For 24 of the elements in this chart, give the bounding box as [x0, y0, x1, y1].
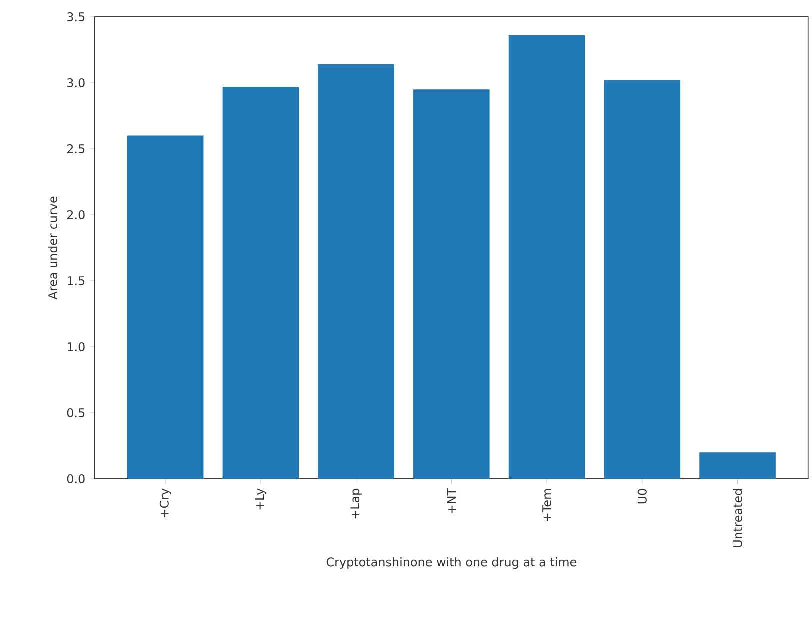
y-tick-label: 1.5 — [68, 276, 85, 286]
bar — [700, 452, 776, 479]
y-tick-label: 2.0 — [68, 210, 85, 220]
bar — [604, 80, 681, 479]
x-tick-label: +Ly — [255, 488, 267, 510]
x-tick-label: +Cry — [160, 488, 172, 518]
bar — [127, 136, 204, 479]
bar — [222, 86, 300, 479]
x-tick-label: Untreated — [733, 489, 742, 548]
x-tick-label: +NT — [447, 488, 456, 514]
bar — [414, 90, 490, 479]
x-tick-label: +Tem — [542, 489, 552, 522]
x-tick-label: U0 — [638, 489, 647, 504]
y-tick-label: 2.5 — [68, 144, 85, 154]
y-tick-label: 3.5 — [68, 12, 85, 22]
bar — [508, 35, 586, 479]
y-tick-label: 0.5 — [67, 408, 85, 418]
y-tick-label: 0.0 — [67, 474, 85, 484]
y-axis-title: Area under curve — [48, 196, 58, 300]
bar — [318, 64, 394, 479]
x-tick-label: +Lap — [350, 489, 362, 519]
y-tick-label: 3.0 — [68, 78, 85, 88]
y-tick-label: 1.0 — [68, 342, 85, 352]
x-axis-title: Cryptotanshinone with one drug at a time — [326, 557, 577, 570]
